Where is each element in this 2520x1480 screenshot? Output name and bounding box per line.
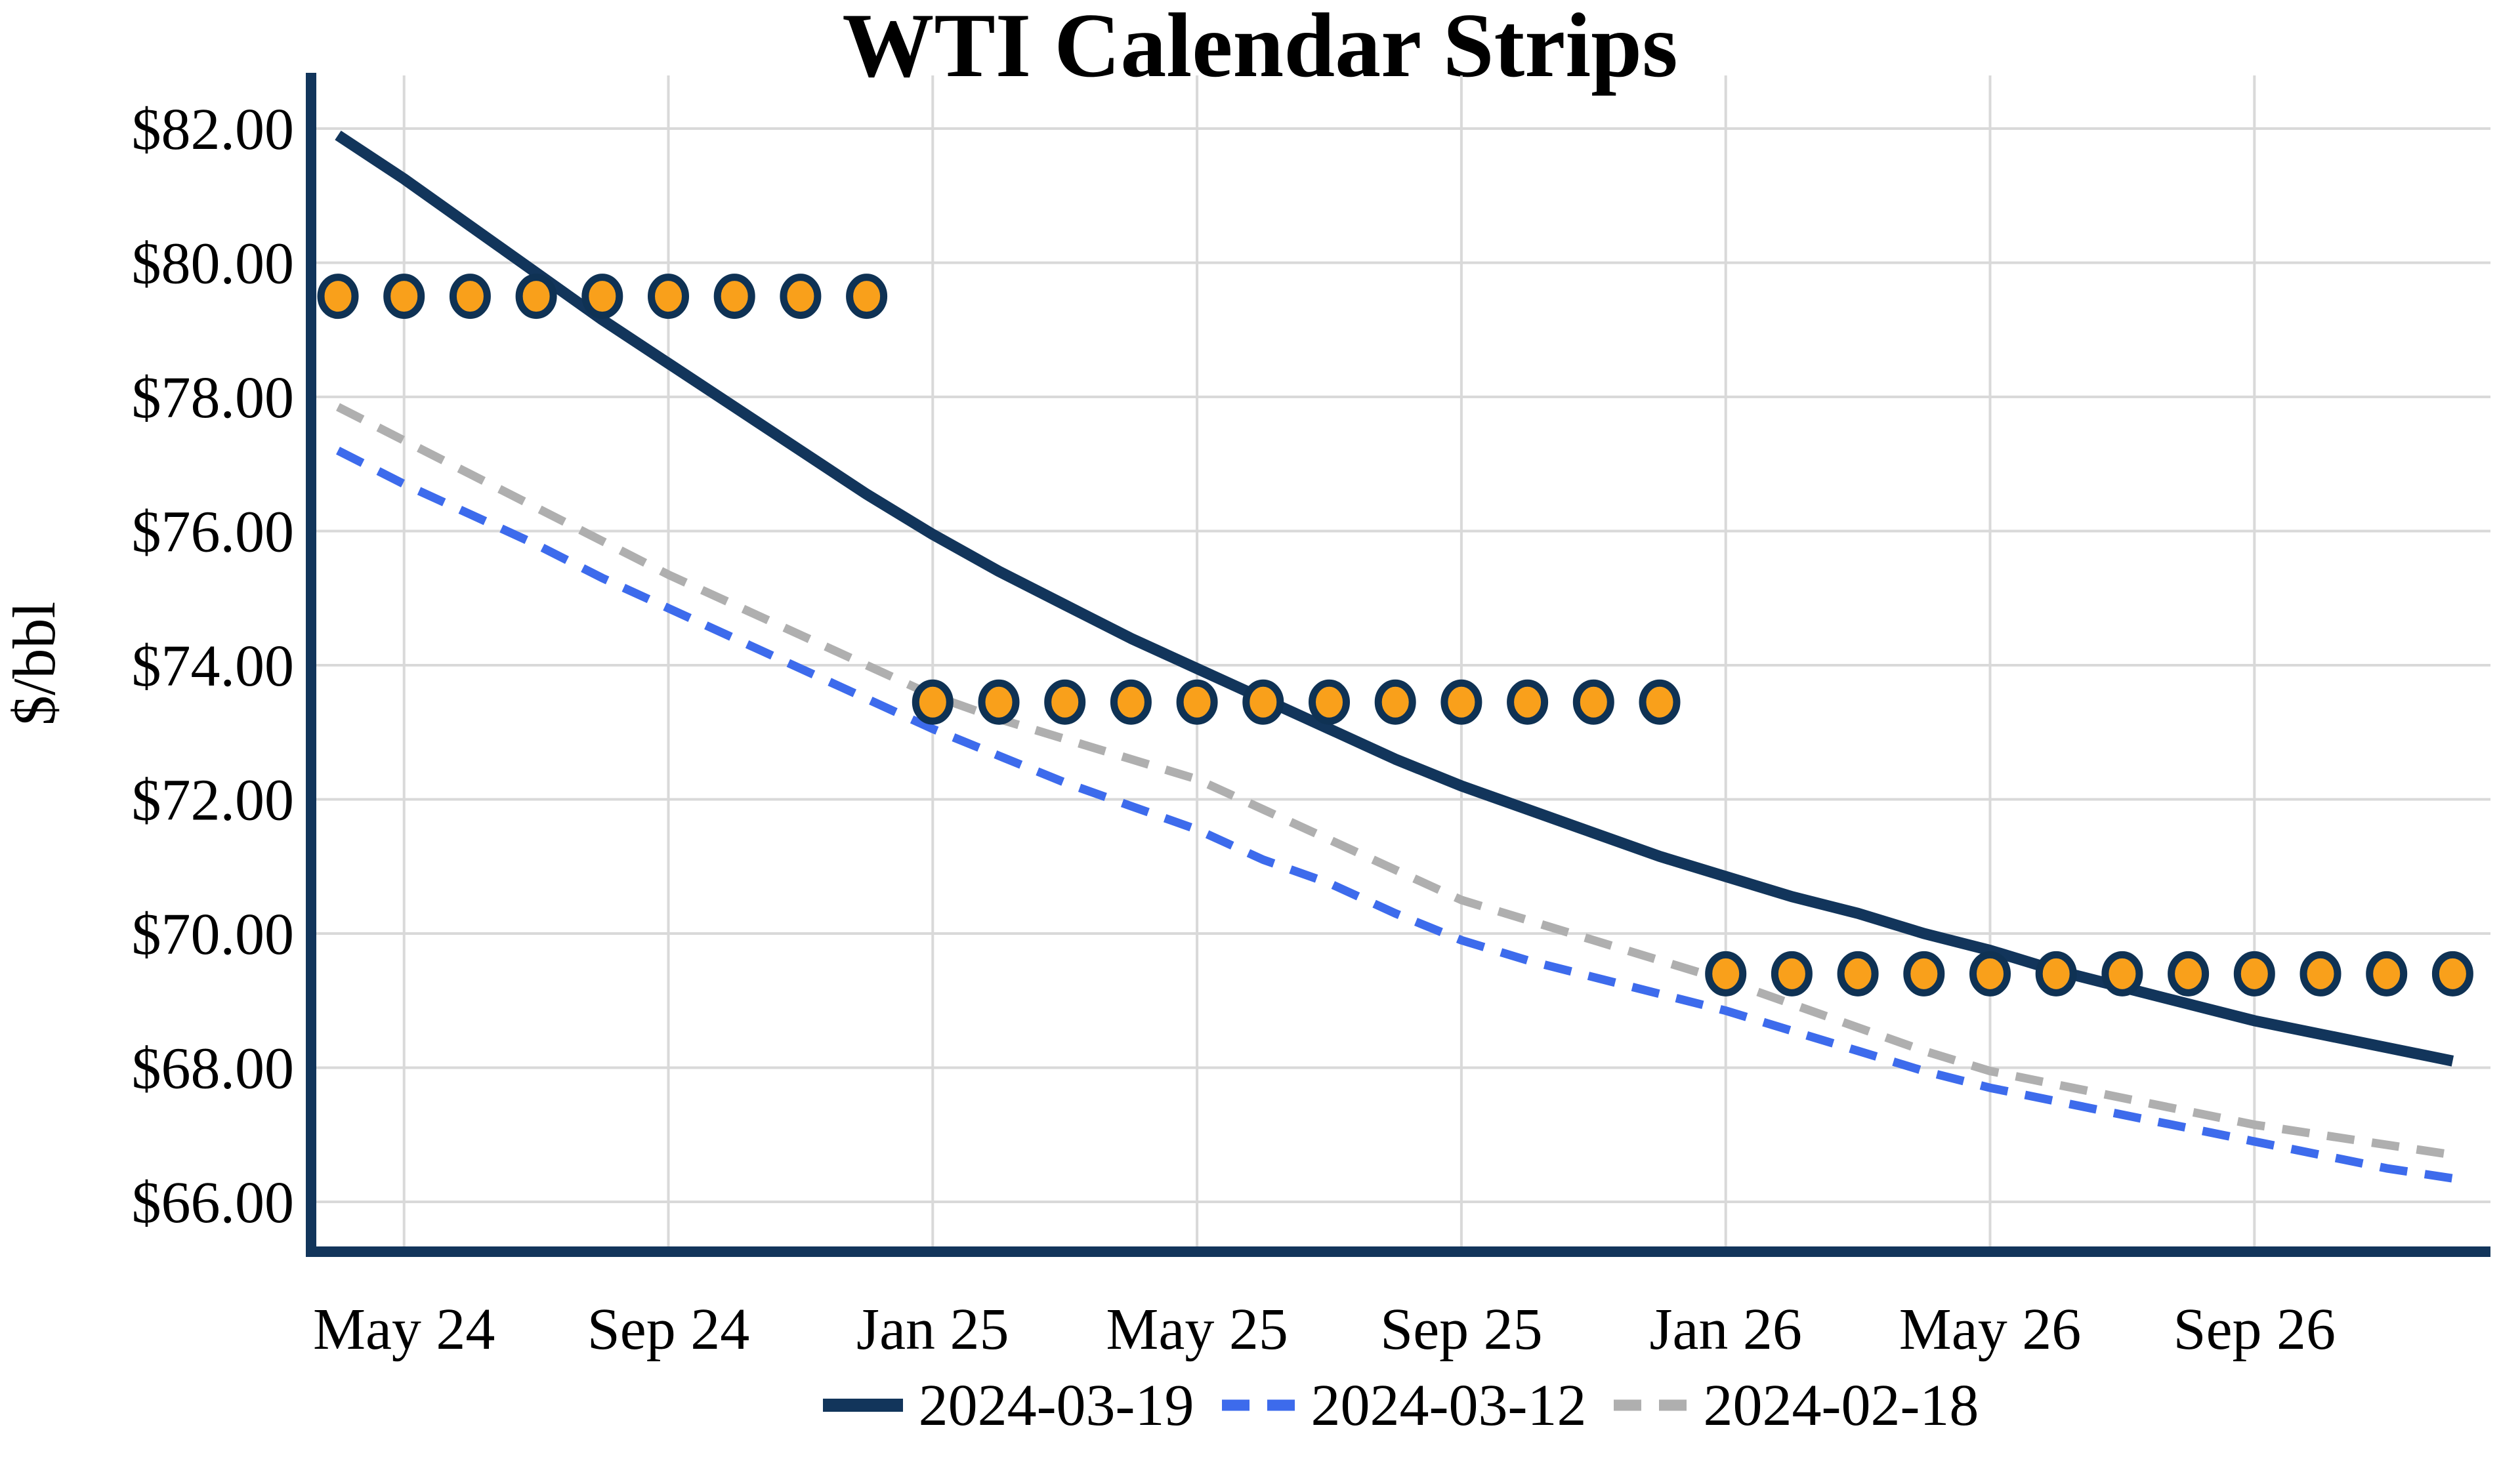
- x-tick-label: May 26: [1899, 1297, 2081, 1362]
- y-tick-label: $76.00: [132, 500, 295, 565]
- strip-marker: [978, 679, 1020, 725]
- strip-marker: [2168, 951, 2210, 997]
- y-tick-label: $72.00: [132, 768, 295, 833]
- strip-marker: [912, 679, 954, 725]
- strip-marker: [648, 274, 689, 319]
- strip-marker: [1572, 679, 1614, 725]
- strip-marker: [1176, 679, 1218, 725]
- x-tick-label: May 25: [1106, 1297, 1288, 1362]
- strip-marker: [449, 274, 491, 319]
- y-tick-label: $80.00: [132, 232, 295, 297]
- y-tick-label: $82.00: [132, 97, 295, 162]
- legend-item-2024-03-19: 2024-03-19: [822, 1372, 1194, 1439]
- strip-marker: [581, 274, 623, 319]
- strip-marker: [2366, 951, 2408, 997]
- y-tick-label: $68.00: [132, 1037, 295, 1101]
- y-tick-label: $70.00: [132, 902, 295, 967]
- x-tick-label: Sep 25: [1380, 1297, 1543, 1362]
- strip-marker: [1110, 679, 1152, 725]
- series-line-2024-03-12: [336, 447, 2454, 1183]
- strip-marker: [1969, 951, 2011, 997]
- strip-marker: [1771, 951, 1813, 997]
- legend-item-2024-02-18: 2024-02-18: [1614, 1372, 1979, 1439]
- x-tick-label: Jan 25: [856, 1297, 1009, 1362]
- strip-marker: [2431, 951, 2473, 997]
- strip-marker: [713, 274, 755, 319]
- strip-marker: [317, 274, 359, 319]
- strip-marker: [846, 274, 888, 319]
- strip-marker: [383, 274, 425, 319]
- legend-swatch-solid-line: [822, 1399, 903, 1412]
- chart-title: WTI Calendar Strips: [842, 0, 1678, 96]
- strip-marker: [1507, 679, 1549, 725]
- strip-marker: [1309, 679, 1350, 725]
- strip-marker: [1242, 679, 1284, 725]
- legend-label: 2024-03-12: [1311, 1372, 1587, 1438]
- strip-marker: [1705, 951, 1747, 997]
- strip-marker: [2101, 951, 2143, 997]
- y-tick-label: $78.00: [132, 365, 295, 430]
- strip-marker: [1044, 679, 1086, 725]
- y-tick-label: $74.00: [132, 634, 295, 699]
- x-tick-label: May 24: [313, 1297, 495, 1362]
- x-tick-label: Sep 26: [2174, 1297, 2336, 1362]
- legend-item-2024-03-12: 2024-03-12: [1221, 1372, 1587, 1439]
- y-tick-label: $66.00: [132, 1170, 295, 1235]
- series-line-2024-02-18: [336, 403, 2454, 1159]
- strip-marker: [780, 274, 822, 319]
- strip-marker: [1440, 679, 1482, 725]
- legend-swatch-dashed-line: [1221, 1399, 1295, 1411]
- x-tick-label: Sep 24: [587, 1297, 750, 1362]
- legend-swatch-dashed-line: [1614, 1399, 1687, 1411]
- strip-marker: [1837, 951, 1879, 997]
- strip-marker: [2233, 951, 2275, 997]
- legend: 2024-03-19 2024-03-12 2024-02-18: [311, 1366, 2490, 1445]
- legend-label: 2024-02-18: [1703, 1372, 1979, 1438]
- strip-marker: [2300, 951, 2342, 997]
- x-tick-label: Jan 26: [1649, 1297, 1801, 1362]
- legend-label: 2024-03-19: [918, 1372, 1194, 1438]
- series-line-2024-03-19: [335, 131, 2454, 1067]
- strip-marker: [1903, 951, 1945, 997]
- strip-marker: [515, 274, 557, 319]
- strip-marker: [1639, 679, 1681, 725]
- strip-marker: [1374, 679, 1416, 725]
- strip-marker: [2035, 951, 2077, 997]
